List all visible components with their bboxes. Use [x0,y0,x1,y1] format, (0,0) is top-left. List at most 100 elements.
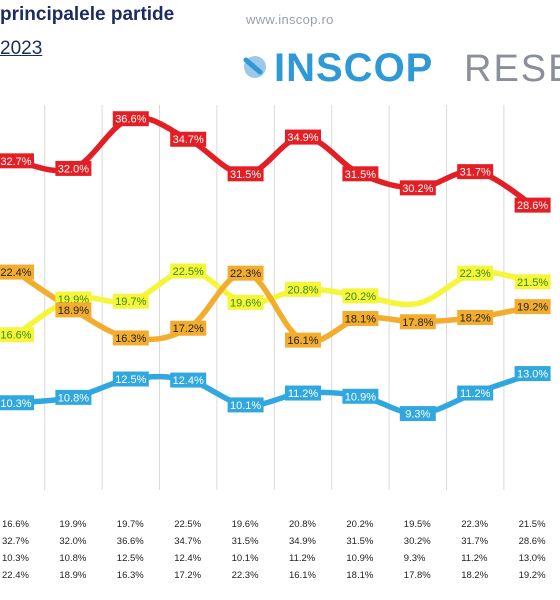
data-label-bg [342,388,379,404]
data-label-box: 19.2% [514,299,551,315]
data-label: 17.8% [402,317,433,329]
data-label: 19.7% [115,296,146,308]
data-label: 17.2% [173,323,204,335]
data-label-box: 12.5% [112,371,149,387]
data-label-box: 20.8% [285,281,321,297]
data-label-bg [342,166,379,182]
data-label: 20.8% [287,284,318,296]
data-label-box: 30.2% [399,180,436,196]
data-label-bg [0,327,34,343]
table-cell: 9.3% [403,553,426,564]
data-label-box: 36.6% [112,111,149,127]
data-label-bg [112,293,149,309]
series-line-1 [13,268,536,338]
data-label-box: 22.4% [0,264,34,280]
data-label-bg [170,320,207,336]
series-line-3 [13,370,536,417]
data-label-box: 10.3% [0,395,34,411]
data-label-bg [227,397,264,413]
data-label-bg [285,332,321,348]
data-label-box: 11.2% [457,385,494,401]
data-label-box: 18.2% [457,309,494,325]
data-label: 22.3% [460,268,491,280]
data-label-bg [457,309,494,325]
data-label-bg [514,274,551,290]
data-label-box: 32.0% [55,160,92,176]
table-cell: 12.4% [174,553,202,564]
data-label: 18.2% [460,312,491,324]
data-label-bg [112,330,149,346]
table-cell: 19.9% [59,519,87,530]
data-label-bg [457,265,494,281]
data-label: 16.1% [287,335,318,347]
data-label-box: 16.3% [112,330,149,346]
data-label-box: 31.5% [227,166,264,182]
table-cell: 16.6% [2,519,29,530]
table-cell: 22.5% [174,519,202,530]
data-label-bg [285,129,321,145]
chart-subtitle: 2023 [0,38,43,59]
table-cell: 19.5% [403,519,431,530]
data-label: 21.5% [517,277,548,289]
data-label-box: 34.7% [170,131,207,147]
data-label-box: 31.5% [342,166,379,182]
table-cell: 32.0% [59,536,87,547]
chart-lines [13,114,536,417]
data-label: 10.1% [230,400,261,412]
table-cell: 10.3% [2,553,29,564]
data-label: 19.6% [230,297,261,309]
data-label: 34.9% [287,132,318,144]
data-label-bg [285,385,321,401]
data-label-bg [0,153,34,169]
table-cell: 31.5% [346,536,374,547]
data-label: 11.2% [288,388,319,400]
data-label-box: 18.9% [55,302,92,318]
data-label-bg [514,366,551,382]
data-label: 18.9% [58,305,89,317]
table-cell: 31.5% [231,536,259,547]
data-label: 22.5% [173,266,204,278]
data-label: 30.2% [402,183,433,195]
data-label-bg [112,371,149,387]
data-label-box: 19.7% [112,293,149,309]
table-cell: 11.2% [461,553,488,564]
data-label: 31.7% [460,167,491,179]
data-label-box: 16.1% [285,332,321,348]
data-label-box: 32.7% [0,153,34,169]
data-label-box: 16.6% [0,327,34,343]
table-cell: 17.8% [403,570,431,581]
table-cell: 19.6% [231,519,259,530]
table-cell: 34.9% [289,536,316,547]
data-label-bg [514,197,551,213]
table-cell: 10.9% [346,553,374,564]
data-label-bg [285,281,321,297]
data-label: 16.6% [0,330,31,342]
table-cell: 13.0% [518,553,546,564]
data-label: 31.5% [230,169,261,181]
data-label: 10.9% [345,391,376,403]
table-cell: 31.7% [461,536,489,547]
data-label-bg [399,406,436,422]
data-label-box: 34.9% [285,129,321,145]
data-label-bg [112,111,149,127]
data-label-bg [227,265,264,281]
data-label-bg [227,294,264,310]
data-label: 31.5% [345,169,376,181]
data-label-box: 18.1% [342,311,379,327]
data-label-bg [514,299,551,315]
data-label-box: 22.3% [227,265,264,281]
table-cell: 12.5% [116,553,144,564]
data-label-box: 22.5% [170,263,207,279]
data-label-box: 9.3% [399,406,436,422]
table-cell: 22.3% [461,519,489,530]
data-label: 10.8% [58,392,89,404]
data-label-box: 28.6% [514,197,551,213]
data-label-box: 19.6% [227,294,264,310]
data-label-box: 21.5% [514,274,551,290]
data-label: 10.3% [0,398,31,410]
data-label: 34.7% [173,134,204,146]
data-label: 32.0% [58,163,89,175]
data-label-bg [55,302,92,318]
series-line-2 [13,269,536,345]
data-label: 12.5% [115,374,146,386]
